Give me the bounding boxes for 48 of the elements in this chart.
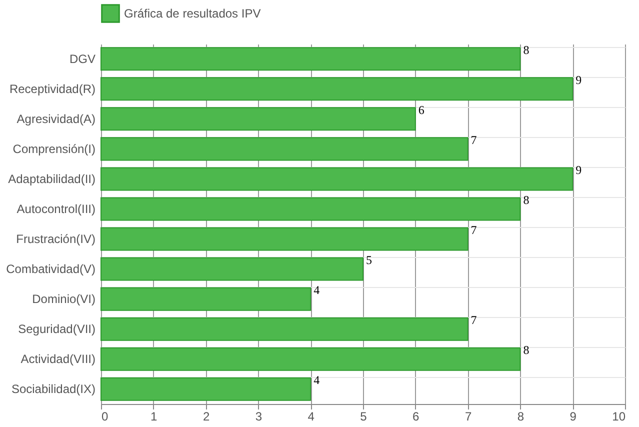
- y-tick-label: Combatividad(V): [6, 262, 96, 276]
- y-tick-label: DGV: [69, 52, 96, 66]
- x-tick-label: 9: [570, 410, 577, 424]
- data-label: 4: [314, 283, 320, 298]
- x-tick-label: 5: [360, 410, 368, 424]
- bar: [100, 47, 521, 71]
- x-tick-label: 2: [202, 410, 210, 424]
- data-label: 9: [576, 162, 582, 177]
- x-tick-label: 7: [464, 410, 472, 424]
- data-label: 9: [576, 72, 582, 87]
- legend-label: Gráfica de resultados IPV: [124, 6, 261, 20]
- bar: [100, 377, 312, 401]
- bar: [100, 287, 312, 311]
- bar: [100, 317, 468, 341]
- bar: [100, 77, 574, 101]
- data-label: 8: [523, 42, 530, 57]
- y-tick-label: Seguridad(VII): [18, 322, 96, 336]
- x-tick-label: 10: [612, 410, 626, 424]
- bar: [100, 347, 521, 371]
- bar: [100, 167, 574, 191]
- bar: [100, 197, 521, 221]
- data-label: 7: [470, 223, 477, 238]
- bar: [100, 107, 416, 131]
- y-tick-label: Autocontrol(III): [16, 202, 96, 216]
- y-tick-label: Frustración(IV): [16, 232, 96, 246]
- data-label: 7: [470, 132, 477, 147]
- data-label: 5: [366, 253, 372, 268]
- data-label: 6: [418, 102, 424, 117]
- bar: [100, 137, 468, 161]
- data-label: 8: [523, 192, 530, 207]
- x-tick-label: 3: [255, 410, 262, 424]
- y-tick-label: Actividad(VIII): [20, 352, 96, 366]
- y-tick-label: Adaptabilidad(II): [8, 172, 96, 186]
- bar: [100, 227, 468, 251]
- y-tick-label: Comprensión(I): [12, 142, 96, 156]
- y-tick-label: Sociabilidad(IX): [11, 382, 96, 396]
- x-tick-label: 0: [102, 410, 108, 424]
- y-tick-label: Receptividad(R): [9, 82, 96, 96]
- x-tick-label: 8: [517, 410, 524, 424]
- y-tick-label: Dominio(VI): [32, 292, 96, 306]
- x-tick-label: 1: [150, 410, 158, 424]
- bar: [100, 257, 364, 281]
- data-label: 8: [523, 343, 530, 358]
- x-tick-label: 6: [412, 410, 420, 424]
- x-tick-label: 4: [308, 410, 315, 424]
- data-label: 4: [314, 373, 320, 388]
- y-tick-label: Agresividad(A): [16, 112, 96, 126]
- data-label: 7: [470, 313, 477, 328]
